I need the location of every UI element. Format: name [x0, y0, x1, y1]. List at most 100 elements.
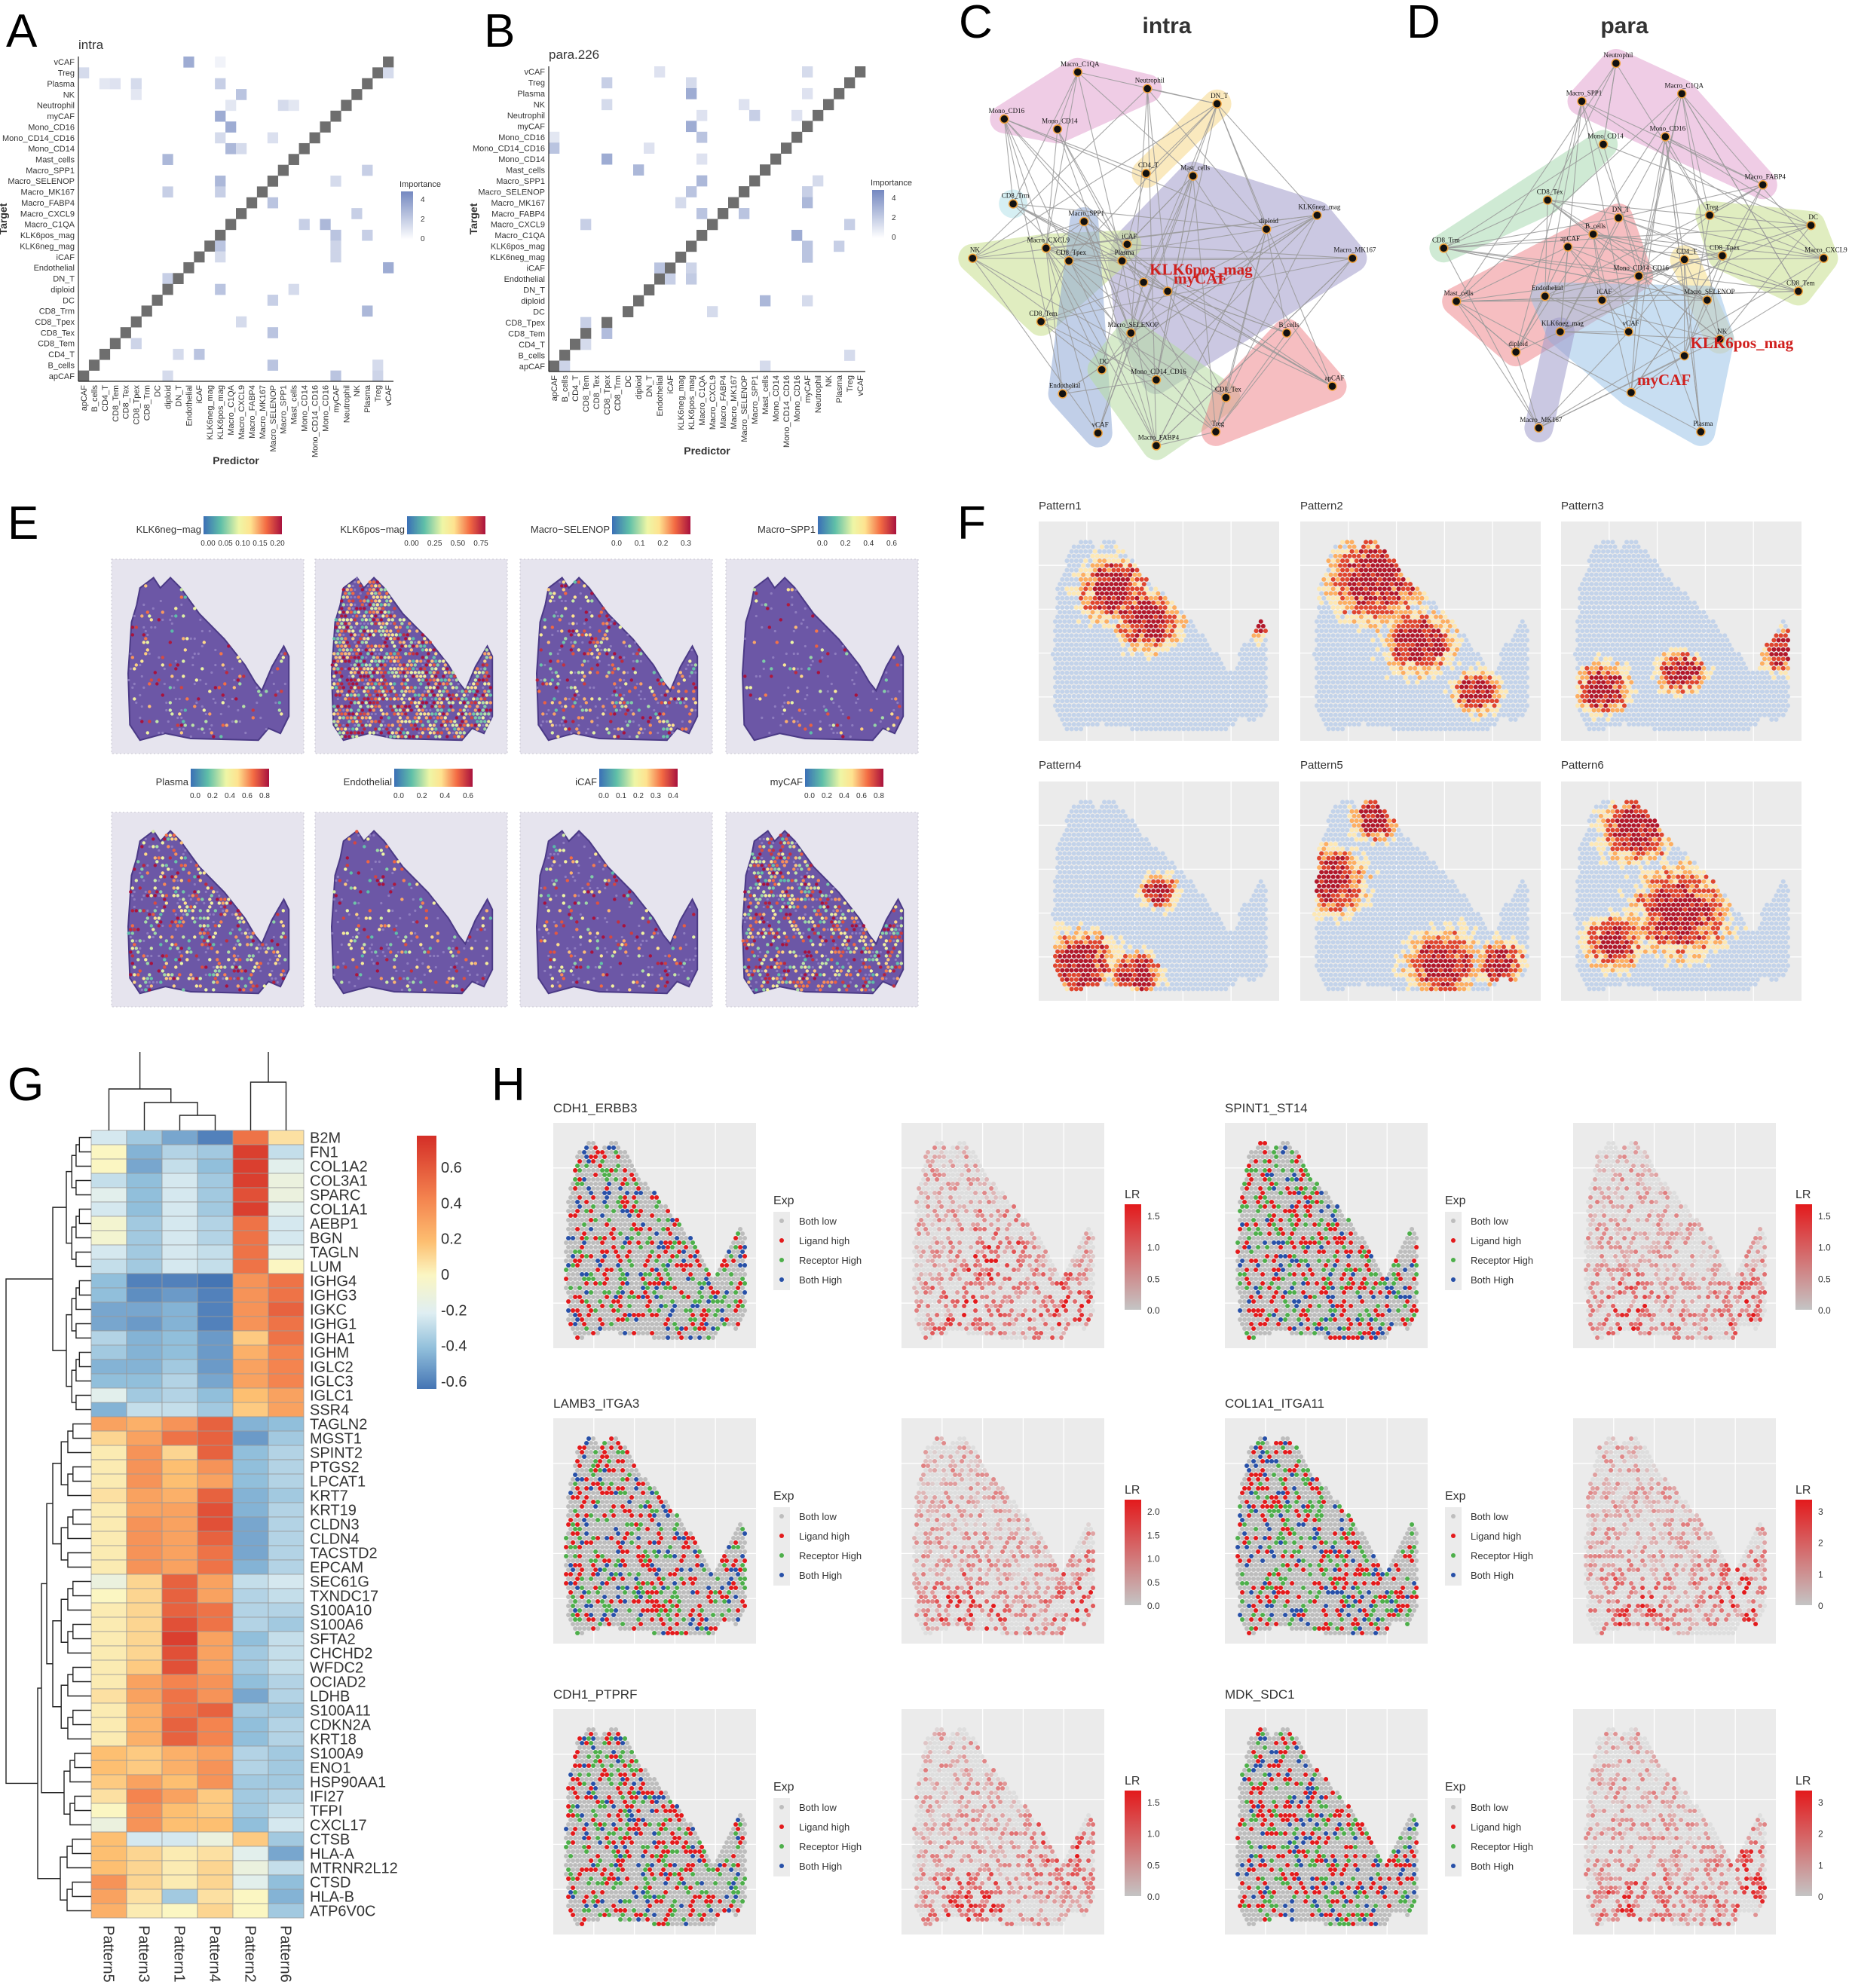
heatmap-cell	[161, 1301, 198, 1317]
colorbar-tick: 0.05	[218, 540, 233, 548]
network-node	[1588, 229, 1598, 240]
network-node	[1676, 89, 1687, 99]
x-axis-title: Predictor	[684, 445, 730, 457]
legend-dot	[1451, 1553, 1456, 1558]
heatmap-cell	[90, 1788, 127, 1804]
x-tick-label: CD8_Tem	[582, 375, 591, 412]
legend-tick: 2	[421, 216, 425, 224]
heatmap-cell	[197, 1717, 234, 1733]
heatmap-cell	[268, 1516, 305, 1532]
heatmap-cell	[161, 1144, 198, 1160]
heatmap-cell	[232, 1273, 269, 1289]
heatmap-cell	[362, 164, 373, 176]
heatmap-cell	[718, 208, 729, 219]
heatmap-cell	[90, 1731, 127, 1747]
heatmap-cell	[161, 1717, 198, 1733]
heatmap-cell	[268, 1287, 305, 1303]
heatmap-cell	[232, 1230, 269, 1246]
heatmap-cell	[90, 1173, 127, 1188]
exp-legend-item: Both High	[1471, 1274, 1514, 1286]
x-tick-label: Mono_CD16	[793, 375, 802, 422]
heatmap-cell	[126, 1645, 163, 1661]
heatmap-cell	[161, 1674, 198, 1690]
y-tick-label: CD4_T	[48, 350, 75, 359]
heatmap-cell	[791, 109, 803, 121]
heatmap-cell	[268, 1731, 305, 1747]
heatmap-cell	[183, 57, 194, 68]
heatmap-title: intra	[78, 38, 104, 52]
heatmap-cell	[197, 1502, 234, 1518]
node-label: NK	[970, 246, 980, 254]
heatmap-cell	[602, 153, 613, 165]
heatmap-cell	[90, 1316, 127, 1332]
exp-legend-title: Exp	[773, 1490, 794, 1503]
x-tick-label: Macro_SELENOP	[740, 375, 749, 442]
heatmap-cell	[126, 1344, 163, 1360]
heatmap-cell	[623, 306, 634, 317]
heatmap-cell	[707, 219, 718, 231]
heatmap-cell	[161, 1774, 198, 1790]
colorbar-tick: 0.0	[611, 540, 622, 548]
exp-legend-item: Ligand high	[1471, 1531, 1521, 1542]
heatmap-cell	[90, 1803, 127, 1818]
y-tick-label: Mono_CD16	[28, 123, 75, 132]
exp-legend-item: Ligand high	[799, 1531, 849, 1542]
heatmap-cell	[126, 1702, 163, 1718]
heatmap-cell	[760, 164, 771, 176]
heatmap-cell	[90, 1602, 127, 1618]
heatmap-cell	[197, 1559, 234, 1575]
heatmap-cell	[197, 1473, 234, 1489]
heatmap-cell	[696, 109, 708, 121]
x-tick-label: CD8_Tpex	[133, 385, 142, 425]
y-tick-label: B_cells	[48, 361, 75, 370]
gene-label: IGHG1	[310, 1317, 357, 1333]
heatmap-cell	[197, 1244, 234, 1260]
legend-dot	[1451, 1824, 1456, 1829]
heatmap-cell	[197, 1516, 234, 1532]
heatmap-cell	[197, 1287, 234, 1303]
y-tick-label: CD8_Tpex	[35, 318, 75, 327]
colorbar-label: KLK6pos−mag	[340, 524, 405, 535]
heatmap-cell	[152, 295, 163, 306]
colorbar-tick: 0.1	[616, 792, 626, 800]
heatmap-cell	[267, 327, 279, 338]
lr-legend-title: LR	[1795, 1188, 1811, 1201]
lr-colorbar-tick: 1.0	[1147, 1554, 1160, 1564]
heatmap-cell	[126, 1545, 163, 1561]
heatmap-cell	[90, 1344, 127, 1360]
legend-dot	[779, 1277, 784, 1282]
heatmap-cell	[215, 176, 226, 187]
x-tick-label: CD8_Tex	[592, 375, 602, 410]
heatmap-cell	[696, 208, 708, 219]
colorbar-tick: 0	[441, 1267, 449, 1283]
heatmap-cell	[268, 1201, 305, 1217]
heatmap-cell	[232, 1860, 269, 1876]
gene-label: IGHM	[310, 1345, 349, 1362]
heatmap-cell	[90, 1216, 127, 1231]
heatmap-cell	[99, 78, 111, 90]
lr-pair-title: COL1A1_ITGA11	[1225, 1396, 1324, 1411]
panel-h-ligand-receptor-maps: CDH1_ERBB3 Exp Both low Ligand high Receptor…	[553, 1101, 1831, 1934]
heatmap-cell	[90, 1745, 127, 1761]
heatmap-cell	[126, 1688, 163, 1704]
heatmap-cell	[232, 1574, 269, 1589]
x-tick-label: Macro_FABP4	[719, 375, 728, 429]
tissue-section	[535, 830, 699, 995]
network-node	[1534, 423, 1544, 433]
heatmap-cell	[90, 1717, 127, 1733]
legend-dot	[779, 1534, 784, 1538]
heatmap-cell	[686, 273, 697, 285]
heatmap-cell	[696, 175, 708, 187]
x-tick-label: iCAF	[666, 375, 675, 394]
heatmap-cell	[232, 1316, 269, 1332]
heatmap-cell	[90, 1488, 127, 1503]
heatmap-cell	[90, 1359, 127, 1375]
heatmap-cell	[90, 1874, 127, 1890]
heatmap-cell	[126, 1416, 163, 1432]
heatmap-cell	[559, 360, 571, 372]
heatmap-cell	[197, 1359, 234, 1375]
gene-label: KRT7	[310, 1488, 348, 1505]
heatmap-cell	[320, 121, 331, 133]
heatmap-cell	[126, 1316, 163, 1332]
x-tick-label: DC	[624, 375, 633, 387]
